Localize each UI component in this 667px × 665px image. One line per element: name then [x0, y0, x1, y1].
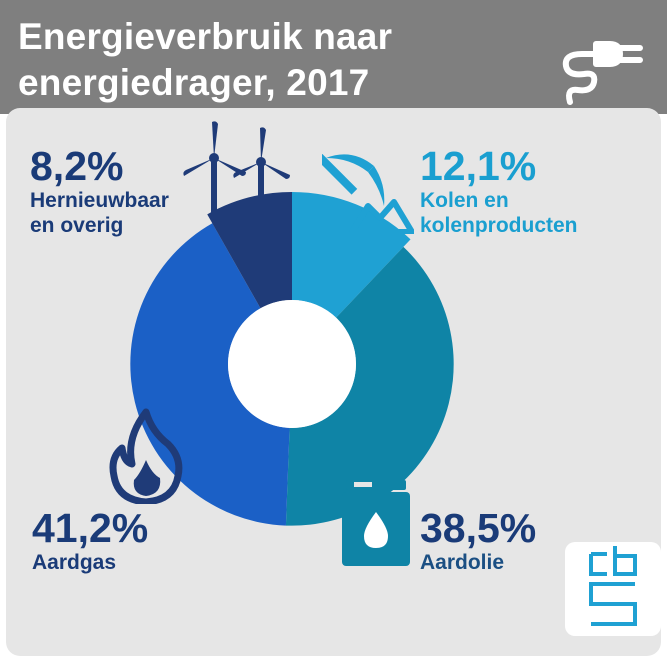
plug-icon	[562, 41, 643, 105]
title-line-2: energiedrager, 2017	[18, 62, 370, 103]
name-aardgas: Aardgas	[32, 551, 117, 574]
slice-aardolie	[285, 246, 454, 526]
donut-hole	[228, 300, 356, 428]
pickaxe-coal-icon	[322, 150, 414, 234]
name-hernieuwbaar-line1: Hernieuwbaar	[30, 189, 169, 212]
page-title: Energieverbruik naar energiedrager, 2017	[18, 14, 392, 106]
label-aardolie: 38,5% Aardolie	[420, 506, 536, 575]
name-kolen-line2: kolenproducten	[420, 214, 578, 237]
header-bar: Energieverbruik naar energiedrager, 2017	[0, 0, 667, 114]
label-aardgas: 41,2% Aardgas	[32, 506, 148, 575]
cbs-logo	[565, 542, 661, 636]
label-hernieuwbaar: 8,2% Hernieuwbaar en overig	[30, 144, 169, 238]
pct-aardolie: 38,5%	[420, 505, 537, 551]
oil-barrel-icon	[342, 480, 410, 566]
slice-hernieuwbaar	[207, 192, 292, 309]
title-line-1: Energieverbruik naar	[18, 16, 393, 57]
pct-aardgas: 41,2%	[32, 505, 149, 551]
flame-icon	[109, 408, 183, 504]
slice-kolen	[292, 192, 411, 318]
cbs-logo-mark	[589, 546, 637, 626]
label-kolen: 12,1% Kolen en kolenproducten	[420, 144, 578, 238]
pct-hernieuwbaar: 8,2%	[30, 143, 124, 189]
wind-turbine-icon	[183, 121, 290, 216]
pct-kolen: 12,1%	[420, 143, 537, 189]
name-hernieuwbaar-line2: en overig	[30, 214, 124, 237]
name-kolen-line1: Kolen en	[420, 189, 509, 212]
name-aardolie: Aardolie	[420, 551, 505, 574]
